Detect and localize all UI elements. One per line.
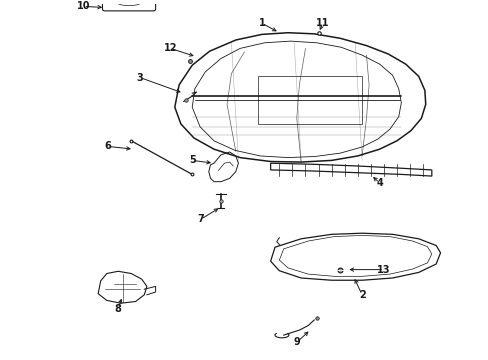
Text: 8: 8	[115, 304, 122, 314]
Text: 13: 13	[376, 265, 390, 275]
Text: 1: 1	[258, 18, 265, 28]
Text: 7: 7	[197, 214, 204, 224]
Text: 2: 2	[358, 290, 365, 300]
Text: 12: 12	[163, 44, 177, 53]
Text: 9: 9	[293, 337, 300, 347]
Text: 6: 6	[104, 141, 111, 152]
Text: 4: 4	[375, 178, 382, 188]
Text: 3: 3	[136, 72, 143, 82]
Text: 11: 11	[316, 18, 329, 28]
Text: 10: 10	[77, 1, 90, 12]
Text: 5: 5	[188, 156, 195, 165]
Bar	[257, 76, 362, 124]
